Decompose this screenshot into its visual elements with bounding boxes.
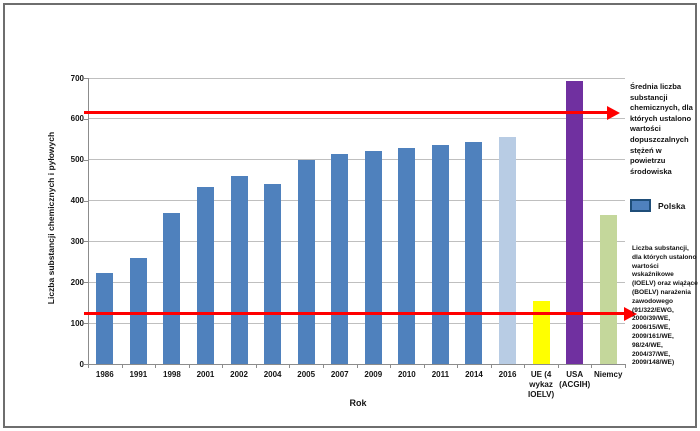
y-tick-0 <box>84 364 88 365</box>
y-axis-line <box>88 78 89 364</box>
x-boundary-tick-3 <box>188 364 190 368</box>
x-tick-label-6: 2005 <box>297 370 316 379</box>
bar-1991 <box>129 257 147 364</box>
x-boundary-tick-13 <box>524 364 526 368</box>
y-tick-label-100: 100 <box>70 318 84 328</box>
x-boundary-tick-15 <box>591 364 593 368</box>
x-tick-label-7: 2007 <box>330 370 349 379</box>
gridline-300 <box>88 240 625 242</box>
y-tick-100 <box>84 323 88 325</box>
x-tick-label-15: Niemcy <box>593 370 623 379</box>
image-border-frame <box>3 3 697 428</box>
x-axis-title: Rok <box>349 398 367 408</box>
y-tick-700 <box>84 78 88 79</box>
x-tick-label-8: 2009 <box>364 370 383 379</box>
bar-2016 <box>499 136 517 364</box>
bar-2001 <box>196 187 214 364</box>
x-tick-label-4: 2002 <box>230 370 248 379</box>
y-tick-400 <box>84 200 88 202</box>
x-boundary-tick-1 <box>121 364 123 368</box>
x-boundary-tick-5 <box>255 364 257 368</box>
x-boundary-tick-11 <box>457 364 459 368</box>
x-boundary-tick-end <box>625 364 626 368</box>
y-tick-label-600: 600 <box>70 114 84 124</box>
x-tick-label-10: 2011 <box>431 370 450 379</box>
x-boundary-tick-6 <box>289 364 291 368</box>
x-tick-label-9: 2010 <box>397 370 416 379</box>
x-tick-label-3: 2001 <box>196 370 215 379</box>
x-boundary-tick-12 <box>490 364 492 368</box>
x-boundary-tick-7 <box>322 364 324 368</box>
y-tick-label-300: 300 <box>70 236 84 246</box>
x-tick-label-12: 2016 <box>498 370 517 379</box>
x-boundary-tick-2 <box>155 364 157 368</box>
y-tick-500 <box>84 159 88 161</box>
gridline-400 <box>88 200 625 202</box>
y-tick-label-500: 500 <box>70 155 84 165</box>
bar-1998 <box>163 212 181 364</box>
bar-2010 <box>398 148 416 364</box>
x-tick-label-5: 2004 <box>263 370 282 379</box>
gridline-500 <box>88 159 625 161</box>
x-tick-label-13: UE (4 wykaz IOELV) <box>528 370 555 399</box>
y-tick-label-400: 400 <box>70 196 84 206</box>
x-tick-label-1: 1991 <box>129 370 148 379</box>
y-tick-300 <box>84 241 88 243</box>
bar-2014 <box>465 142 483 364</box>
y-tick-600 <box>84 118 88 120</box>
bar-2004 <box>264 184 282 364</box>
y-tick-label-0: 0 <box>79 359 84 369</box>
red-arrow-shaft-1 <box>84 312 626 316</box>
bar-2009 <box>364 150 382 364</box>
x-tick-label-2: 1998 <box>163 370 181 379</box>
y-tick-label-200: 200 <box>70 277 84 287</box>
legend-label-polska: Polska <box>658 201 686 211</box>
legend-color-swatch-polska <box>630 199 651 212</box>
annotation-ioelv-boelv-directives: Liczba substancji, dla których ustalono … <box>632 245 698 367</box>
y-axis-title: Liczba substancji chemicznych i pyłowych <box>46 131 56 305</box>
red-arrow-head-0 <box>607 105 620 120</box>
gridline-100 <box>88 322 625 324</box>
x-boundary-tick-4 <box>222 364 224 368</box>
bar-ue-4-wykaz-ioelv- <box>532 300 550 364</box>
y-tick-200 <box>84 282 88 284</box>
x-boundary-tick-14 <box>557 364 559 368</box>
gridline-600 <box>88 118 625 120</box>
red-arrow-head-1 <box>624 306 637 321</box>
bar-usa-acgih- <box>566 80 584 364</box>
x-boundary-tick-10 <box>423 364 425 368</box>
bar-niemcy <box>599 214 617 364</box>
bar-2007 <box>331 154 349 364</box>
bar-2011 <box>431 144 449 364</box>
x-boundary-tick-8 <box>356 364 358 368</box>
gridline-200 <box>88 281 625 283</box>
x-boundary-tick-0 <box>88 364 89 368</box>
bar-2005 <box>297 159 315 364</box>
x-tick-label-0: 1986 <box>95 370 114 379</box>
x-boundary-tick-9 <box>390 364 392 368</box>
bar-2002 <box>230 176 248 364</box>
x-tick-label-14: USA (ACGIH) <box>559 370 591 389</box>
gridline-700 <box>88 77 625 79</box>
red-arrow-shaft-0 <box>84 111 609 115</box>
x-tick-label-11: 2014 <box>465 370 483 379</box>
y-tick-label-700: 700 <box>70 73 84 83</box>
annotation-average-substances: Średnia liczba substancji chemicznych, d… <box>630 82 693 176</box>
bar-1986 <box>96 273 114 364</box>
